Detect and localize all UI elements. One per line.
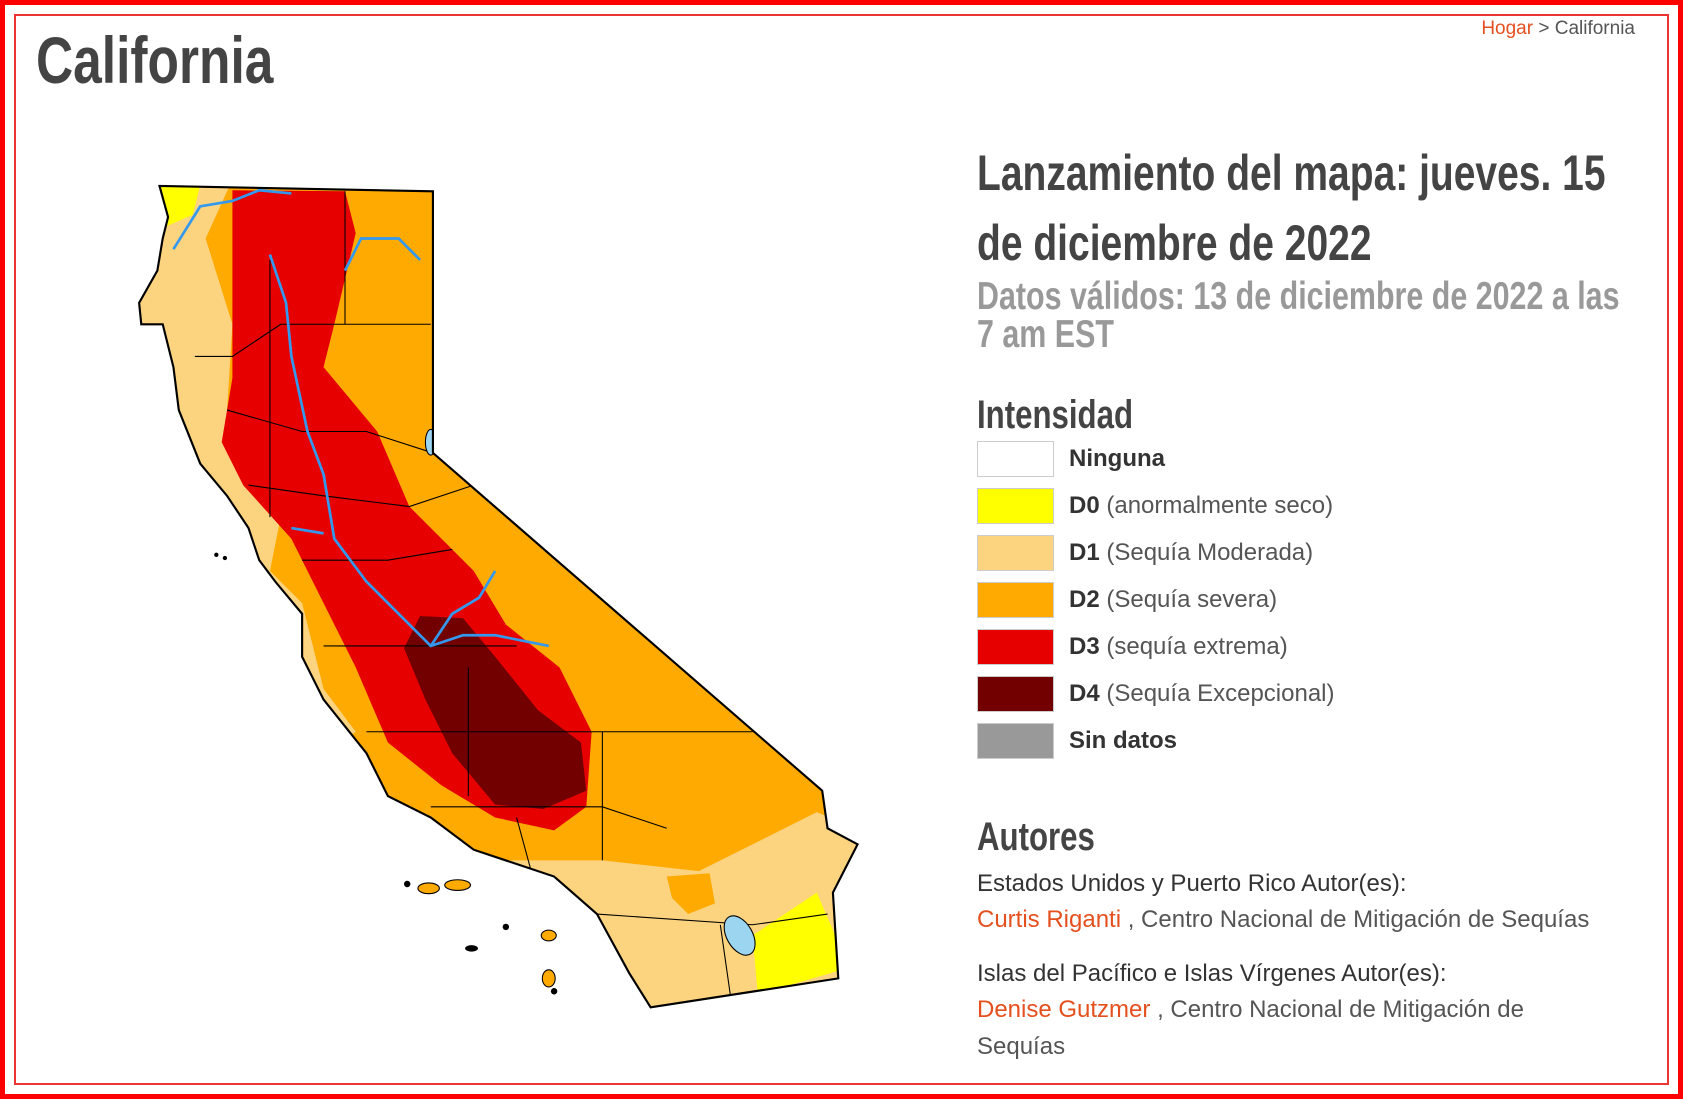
legend-desc: (Sequía severa): [1106, 586, 1278, 613]
legend-swatch: [977, 441, 1054, 477]
legend-code: D4: [1069, 680, 1100, 707]
home-link[interactable]: Hogar: [1481, 18, 1534, 39]
legend-swatch: [977, 629, 1054, 665]
legend-code: D0: [1069, 492, 1100, 519]
author-name[interactable]: Curtis Riganti: [977, 906, 1122, 933]
author-org: , Centro Nacional de Mitigación de Sequí…: [977, 996, 1524, 1060]
legend-swatch: [977, 488, 1054, 524]
legend-swatch: [977, 723, 1054, 759]
legend-code: D1: [1069, 539, 1100, 566]
legend-item: D1 (Sequía Moderada): [977, 535, 1577, 571]
legend-item: D4 (Sequía Excepcional): [977, 676, 1577, 712]
legend-label: D0 (anormalmente seco): [1069, 492, 1333, 520]
release-title: Lanzamiento del mapa: jueves. 15 de dici…: [977, 145, 1606, 271]
legend-label: Sin datos: [1069, 727, 1177, 755]
author-name[interactable]: Denise Gutzmer: [977, 996, 1151, 1023]
separator: >: [1538, 18, 1550, 39]
legend-code: Sin datos: [1069, 727, 1178, 754]
legend-item: Sin datos: [977, 723, 1577, 759]
authors-title: Autores: [977, 815, 1095, 859]
breadcrumb: Hogar > California: [1481, 18, 1635, 40]
legend-code: D3: [1069, 633, 1100, 660]
inner-frame: [14, 14, 1669, 1085]
legend-swatch: [977, 535, 1054, 571]
current: California: [1554, 18, 1635, 39]
drought-map: [138, 184, 859, 1009]
legend-item: D0 (anormalmente seco): [977, 488, 1577, 524]
author-heading: Islas del Pacífico e Islas Vírgenes Auto…: [977, 960, 1447, 987]
legend-label: Ninguna: [1069, 445, 1165, 473]
legend-code: D2: [1069, 586, 1100, 613]
author-org: , Centro Nacional de Mitigación de Sequí…: [1127, 906, 1590, 933]
legend-title: Intensidad: [977, 393, 1134, 437]
page-title: California: [36, 23, 274, 97]
author-line: Denise Gutzmer , Centro Nacional de Miti…: [977, 991, 1617, 1065]
legend-desc: (sequía extrema): [1106, 633, 1288, 660]
author-heading: Estados Unidos y Puerto Rico Autor(es):: [977, 870, 1407, 897]
legend-swatch: [977, 676, 1054, 712]
legend-label: D2 (Sequía severa): [1069, 586, 1277, 614]
legend-item: D3 (sequía extrema): [977, 629, 1577, 665]
legend-desc: (anormalmente seco): [1106, 492, 1334, 519]
author-line: Curtis Riganti , Centro Nacional de Miti…: [977, 901, 1617, 938]
legend-code: Ninguna: [1069, 445, 1165, 472]
legend-desc: (Sequía Moderada): [1106, 539, 1314, 566]
legend-item: Ninguna: [977, 441, 1577, 477]
legend-label: D4 (Sequía Excepcional): [1069, 680, 1335, 708]
legend-desc: (Sequía Excepcional): [1106, 680, 1335, 707]
legend-swatch: [977, 582, 1054, 618]
legend-label: D1 (Sequía Moderada): [1069, 539, 1313, 567]
legend-label: D3 (sequía extrema): [1069, 633, 1288, 661]
legend-item: D2 (Sequía severa): [977, 582, 1577, 618]
valid-date: Datos válidos: 13 de diciembre de 2022 a…: [977, 275, 1620, 356]
